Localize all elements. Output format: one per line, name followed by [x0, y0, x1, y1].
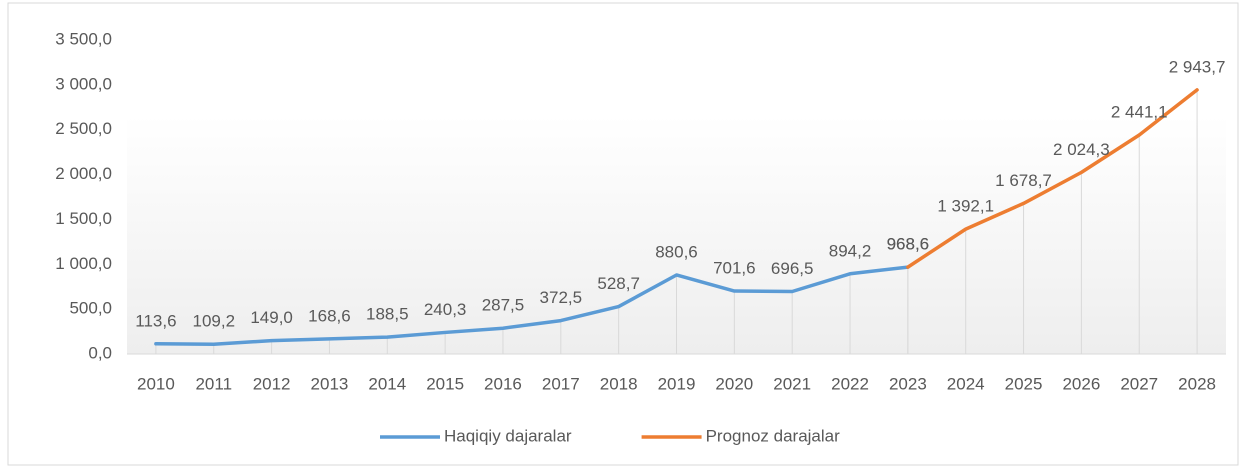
data-label: 149,0: [250, 308, 293, 327]
data-label: 1 392,1: [937, 197, 994, 216]
y-tick-label: 2 500,0: [55, 119, 112, 138]
x-tick-label: 2015: [426, 374, 464, 393]
x-tick-label: 2023: [889, 374, 927, 393]
data-label: 188,5: [366, 305, 409, 324]
x-tick-label: 2016: [484, 374, 522, 393]
legend-label: Prognoz darajalar: [706, 426, 841, 445]
data-label: 1 678,7: [995, 171, 1052, 190]
x-tick-label: 2012: [253, 374, 291, 393]
x-tick-label: 2013: [311, 374, 349, 393]
x-tick-label: 2014: [368, 374, 406, 393]
x-tick-label: 2022: [831, 374, 869, 393]
x-tick-label: 2027: [1120, 374, 1158, 393]
data-label: 968,6: [887, 235, 930, 254]
data-label: 2 024,3: [1053, 140, 1110, 159]
y-tick-label: 500,0: [69, 299, 112, 318]
legend-label: Haqiqiy dajaralar: [444, 426, 572, 445]
y-tick-label: 1 000,0: [55, 254, 112, 273]
data-label: 240,3: [424, 300, 467, 319]
series-line: [154, 265, 910, 346]
data-label: 528,7: [597, 274, 640, 293]
x-tick-label: 2011: [195, 374, 232, 393]
data-label: 701,6: [713, 259, 756, 278]
data-label: 372,5: [540, 288, 583, 307]
y-tick-label: 3 000,0: [55, 74, 112, 93]
x-tick-label: 2017: [542, 374, 580, 393]
x-tick-label: 2010: [137, 374, 175, 393]
x-tick-label: 2021: [773, 374, 811, 393]
data-label: 2 441,1: [1111, 102, 1168, 121]
data-label: 287,5: [482, 296, 525, 315]
data-label: 109,2: [192, 312, 235, 331]
data-label: 168,6: [308, 306, 351, 325]
y-tick-label: 3 500,0: [55, 29, 112, 48]
x-tick-label: 2018: [600, 374, 638, 393]
x-tick-label: 2019: [658, 374, 696, 393]
series-line: [906, 88, 1199, 269]
data-label: 2 943,7: [1169, 57, 1226, 76]
x-tick-label: 2025: [1005, 374, 1043, 393]
data-label: 696,5: [771, 259, 814, 278]
x-tick-label: 2024: [947, 374, 985, 393]
data-label: 113,6: [135, 311, 176, 330]
y-tick-label: 2 000,0: [55, 164, 112, 183]
y-tick-label: 1 500,0: [55, 209, 112, 228]
x-tick-label: 2020: [715, 374, 753, 393]
x-tick-label: 2028: [1178, 374, 1216, 393]
x-tick-label: 2026: [1062, 374, 1100, 393]
y-tick-label: 0,0: [88, 343, 112, 362]
data-label: 968,6: [887, 235, 930, 254]
data-label: 880,6: [655, 242, 698, 261]
data-label: 894,2: [829, 241, 872, 260]
